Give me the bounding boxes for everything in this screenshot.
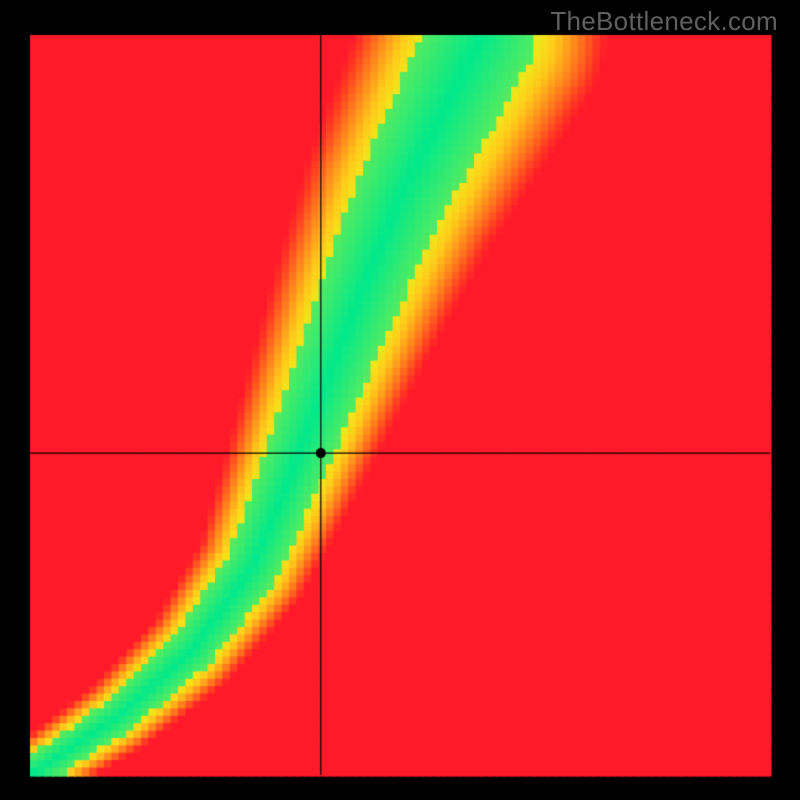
chart-container: TheBottleneck.com: [0, 0, 800, 800]
watermark-text: TheBottleneck.com: [550, 6, 778, 37]
bottleneck-heatmap: [0, 0, 800, 800]
